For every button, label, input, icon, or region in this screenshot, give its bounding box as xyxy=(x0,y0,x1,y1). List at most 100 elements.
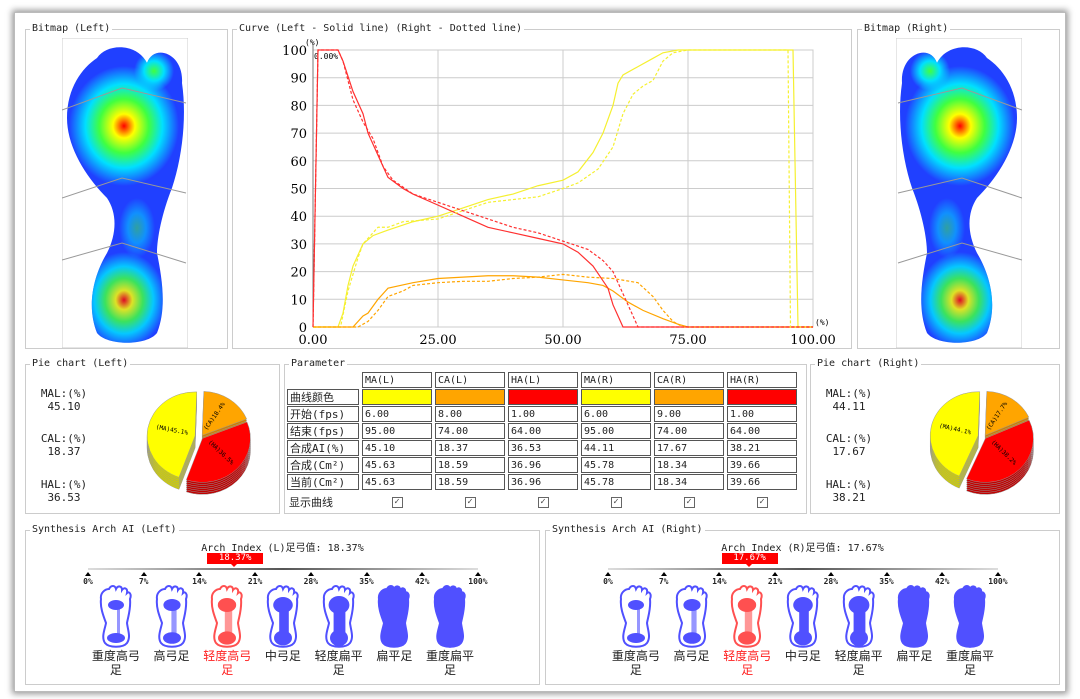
pie-legend-label: CAL:(%) xyxy=(825,432,873,445)
value-cell[interactable]: 44.11 xyxy=(581,440,651,456)
x-tick-label: 100.00 xyxy=(790,333,836,348)
row-label: 曲线颜色 xyxy=(287,389,359,405)
value-cell[interactable]: 95.00 xyxy=(362,423,432,439)
value-cell[interactable]: 39.66 xyxy=(727,474,797,490)
foot-type-label: 轻度扁平足 xyxy=(314,649,363,677)
value-cell[interactable]: 38.21 xyxy=(727,440,797,456)
arch-tick-label: 42% xyxy=(414,577,430,586)
marker-pointer-icon xyxy=(745,564,752,570)
curve-color-swatch[interactable] xyxy=(727,389,797,405)
tick-triangle-icon xyxy=(994,572,1001,576)
foot-type-icon[interactable] xyxy=(206,585,248,649)
curve-color-swatch[interactable] xyxy=(508,389,578,405)
foot-type-icon[interactable] xyxy=(893,585,935,649)
value-cell[interactable]: 18.59 xyxy=(435,474,505,490)
show-curve-checkbox[interactable]: ✓ xyxy=(464,497,476,508)
value-cell[interactable]: 1.00 xyxy=(727,406,797,422)
tick-triangle-icon xyxy=(605,572,611,576)
value-cell[interactable]: 95.00 xyxy=(581,423,651,439)
foot-type-icon[interactable] xyxy=(318,585,360,649)
foot-type-icon[interactable] xyxy=(262,585,304,649)
arch-left-panel: Synthesis Arch AI (Left) Arch Index (L)足… xyxy=(25,524,540,685)
column-header: CA(R) xyxy=(654,372,724,388)
y-tick-label: 90 xyxy=(290,72,307,87)
pie-legend-value: 45.10 xyxy=(47,400,81,413)
show-curve-checkbox[interactable]: ✓ xyxy=(610,497,622,508)
pie-left-panel: Pie chart (Left) MAL:(%) 45.10 CAL:(%) 18.3… xyxy=(25,358,280,514)
value-cell[interactable]: 8.00 xyxy=(435,406,505,422)
value-cell[interactable]: 45.10 xyxy=(362,440,432,456)
y-tick-label: 60 xyxy=(290,155,307,170)
foot-type-icon[interactable] xyxy=(429,585,471,649)
arch-title: Synthesis Arch AI (Left) xyxy=(30,524,179,535)
curve-color-swatch[interactable] xyxy=(654,389,724,405)
arch-tick-label: 14% xyxy=(192,577,207,586)
pie-legend-label: CAL:(%) xyxy=(40,432,88,445)
value-cell[interactable]: 18.34 xyxy=(654,474,724,490)
curve-color-swatch[interactable] xyxy=(435,389,505,405)
foot-type-icon[interactable] xyxy=(615,585,657,649)
foot-type-label: 中弓足 xyxy=(784,649,821,663)
foot-type-icon[interactable] xyxy=(949,585,991,649)
pie-legend-item: CAL:(%) 18.37 xyxy=(34,432,94,458)
curve-color-swatch[interactable] xyxy=(581,389,651,405)
curve-panel: Curve (Left - Solid line) (Right - Dotte… xyxy=(232,23,852,349)
tick-triangle-icon xyxy=(85,572,91,576)
value-cell[interactable]: 9.00 xyxy=(654,406,724,422)
value-cell[interactable]: 64.00 xyxy=(727,423,797,439)
value-cell[interactable]: 17.67 xyxy=(654,440,724,456)
column-header: MA(R) xyxy=(581,372,651,388)
tick-triangle-icon xyxy=(939,572,946,576)
value-cell[interactable]: 1.00 xyxy=(508,406,578,422)
value-cell[interactable]: 18.34 xyxy=(654,457,724,473)
show-curve-checkbox[interactable]: ✓ xyxy=(537,497,549,508)
table-row: 合成AI(%) 45.10 18.37 36.53 44.11 17.67 38.21 xyxy=(287,440,797,456)
pie-slice-ma xyxy=(929,391,981,477)
series-line-hal xyxy=(312,49,813,328)
arch-tick-label: 7% xyxy=(658,577,669,586)
value-cell[interactable]: 36.96 xyxy=(508,457,578,473)
foot-type-icon[interactable] xyxy=(726,585,768,649)
foot-type-icon[interactable] xyxy=(373,585,415,649)
value-cell[interactable]: 18.37 xyxy=(435,440,505,456)
foot-type-icon[interactable] xyxy=(782,585,824,649)
value-cell[interactable]: 6.00 xyxy=(362,406,432,422)
value-cell[interactable]: 64.00 xyxy=(508,423,578,439)
show-curve-checkbox[interactable]: ✓ xyxy=(756,497,768,508)
curve-color-swatch[interactable] xyxy=(362,389,432,405)
value-cell[interactable]: 74.00 xyxy=(435,423,505,439)
x-tick-label: 25.00 xyxy=(419,333,456,348)
foot-type-icon[interactable] xyxy=(671,585,713,649)
pie-slice-ca xyxy=(984,391,1030,436)
arch-tick-label: 100% xyxy=(468,577,488,586)
tick-triangle-icon xyxy=(660,572,667,576)
pie-legend-label: MAL:(%) xyxy=(40,387,88,400)
value-cell[interactable]: 45.63 xyxy=(362,474,432,490)
value-cell[interactable]: 18.59 xyxy=(435,457,505,473)
show-curve-checkbox[interactable]: ✓ xyxy=(683,497,695,508)
arch-tick-label: 7% xyxy=(138,577,149,586)
foot-type-icon[interactable] xyxy=(838,585,880,649)
pie-legend-item: CAL:(%) 17.67 xyxy=(819,432,879,458)
value-cell[interactable]: 36.96 xyxy=(508,474,578,490)
curve-chart: 0 10 20 30 40 50 60 70 80 90 100 0.00 25.00 50.00 75.0… xyxy=(282,38,836,348)
foot-type-icon[interactable] xyxy=(151,585,193,649)
table-row: 开始(fps) 6.00 8.00 1.00 6.00 9.00 1.00 xyxy=(287,406,797,422)
pie-slice-ca xyxy=(201,391,248,436)
value-cell[interactable]: 36.53 xyxy=(508,440,578,456)
bitmap-left-title: Bitmap (Left) xyxy=(30,23,113,34)
value-cell[interactable]: 39.66 xyxy=(727,457,797,473)
value-cell[interactable]: 45.63 xyxy=(362,457,432,473)
foot-type-icon[interactable] xyxy=(95,585,137,649)
arch-tick-label: 0% xyxy=(603,577,613,586)
tick-triangle-icon xyxy=(196,572,203,576)
show-curve-checkbox[interactable]: ✓ xyxy=(391,497,403,508)
foot-type-label: 扁平足 xyxy=(896,649,933,663)
arch-value-marker: 18.37% xyxy=(207,553,264,564)
arch-tick-label: 14% xyxy=(712,577,727,586)
arch-scale-bar xyxy=(88,568,478,570)
value-cell[interactable]: 74.00 xyxy=(654,423,724,439)
value-cell[interactable]: 45.78 xyxy=(581,474,651,490)
value-cell[interactable]: 45.78 xyxy=(581,457,651,473)
value-cell[interactable]: 6.00 xyxy=(581,406,651,422)
